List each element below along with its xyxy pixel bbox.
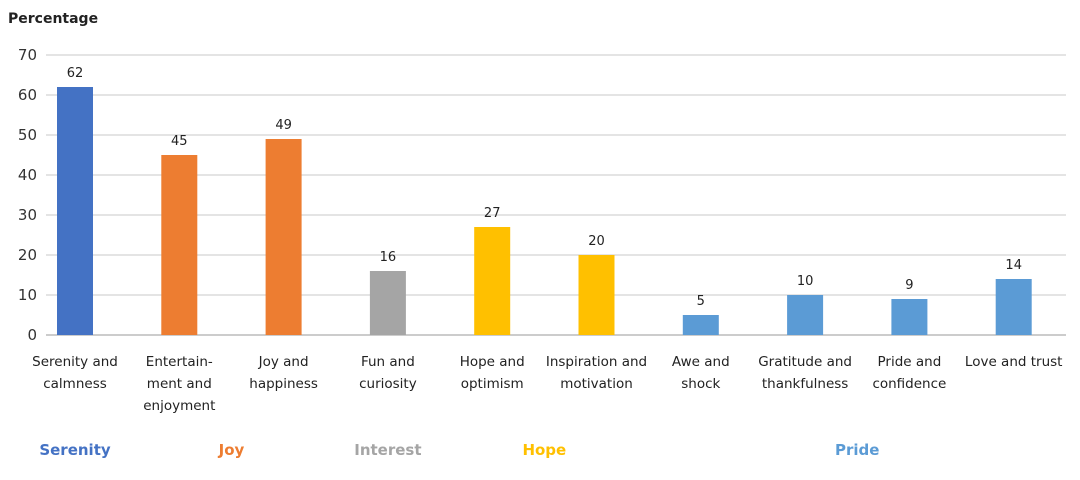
category-labels: Serenity and calmness Entertain-ment and en… <box>32 354 1062 414</box>
group-label: Hope <box>522 441 566 459</box>
category-label: Joy and happiness <box>249 354 318 392</box>
bar-value-label: 10 <box>797 274 814 289</box>
y-tick-label: 30 <box>18 206 37 224</box>
bar-value-label: 5 <box>697 294 705 309</box>
y-tick-label: 70 <box>18 46 37 64</box>
bar-value-label: 49 <box>275 118 292 133</box>
category-label: Gratitude and thankfulness <box>758 354 852 392</box>
y-tick-label: 40 <box>18 166 37 184</box>
bar-value-label: 9 <box>905 278 913 293</box>
category-label: Hope and optimism <box>460 354 525 392</box>
y-tick-label: 10 <box>18 286 37 304</box>
category-label: Fun and curiosity <box>359 354 417 392</box>
value-labels: 62 45 49 16 27 20 5 10 9 14 <box>67 66 1022 309</box>
group-label: Joy <box>218 441 245 459</box>
category-label: Awe and shock <box>672 354 730 392</box>
y-axis-ticks: 0 10 20 30 40 50 60 70 <box>18 46 37 344</box>
bar <box>369 271 406 335</box>
bar <box>787 295 824 335</box>
category-label: Serenity and calmness <box>32 354 118 392</box>
bar-value-label: 16 <box>380 250 397 265</box>
category-label: Entertain-ment and enjoyment <box>143 354 215 414</box>
bar <box>57 87 93 335</box>
bar <box>265 139 302 335</box>
bar <box>682 315 719 335</box>
category-label: Love and trust <box>965 354 1063 370</box>
bar-value-label: 62 <box>67 66 84 81</box>
y-tick-label: 20 <box>18 246 37 264</box>
bar-value-label: 45 <box>171 134 188 149</box>
bar <box>891 299 928 335</box>
y-axis-title: Percentage <box>8 11 98 27</box>
bar-value-label: 14 <box>1005 258 1022 273</box>
bar-value-label: 27 <box>484 206 501 221</box>
group-label: Interest <box>354 441 421 459</box>
bars <box>57 87 1032 335</box>
group-label: Pride <box>835 441 879 459</box>
bar <box>995 279 1032 335</box>
y-tick-label: 50 <box>18 126 37 144</box>
bar <box>161 155 198 335</box>
bar <box>474 227 511 335</box>
group-labels: Serenity Joy Interest Hope Pride <box>39 441 879 459</box>
y-tick-label: 0 <box>27 326 37 344</box>
gridlines <box>46 54 1066 336</box>
y-tick-label: 60 <box>18 86 37 104</box>
group-label: Serenity <box>39 441 111 459</box>
category-label: Inspiration and motivation <box>546 354 647 392</box>
bar <box>578 255 615 335</box>
bar-value-label: 20 <box>588 234 605 249</box>
category-label: Pride and confidence <box>872 354 946 392</box>
